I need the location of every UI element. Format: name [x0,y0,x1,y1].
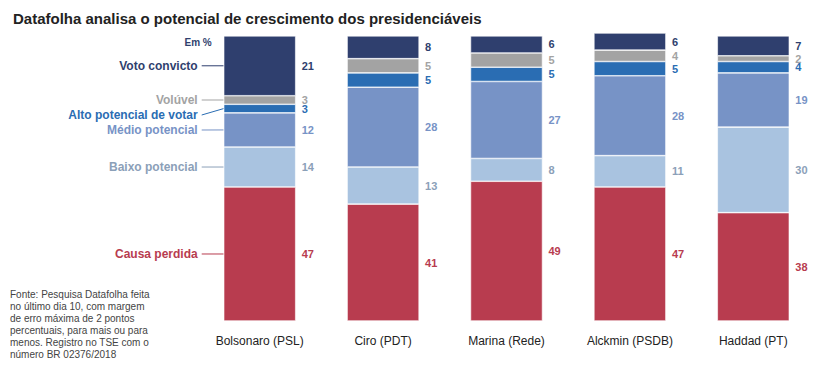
svg-text:Médio potencial: Médio potencial [107,123,198,137]
svg-text:7: 7 [795,40,801,52]
svg-text:no último dia 10, com margem: no último dia 10, com margem [10,301,147,312]
svg-text:Haddad (PT): Haddad (PT) [719,334,788,348]
svg-text:13: 13 [425,180,437,192]
svg-text:Fonte: Pesquisa Datafolha feit: Fonte: Pesquisa Datafolha feita [10,289,152,300]
svg-text:49: 49 [549,245,561,257]
svg-text:percentuais, para mais ou para: percentuais, para mais ou para [10,325,151,336]
svg-text:menos. Registro no TSE com o: menos. Registro no TSE com o [10,337,152,348]
svg-text:41: 41 [425,257,437,269]
svg-text:28: 28 [672,110,684,122]
svg-text:Volúvel: Volúvel [156,93,198,107]
svg-text:38: 38 [795,261,807,273]
svg-text:5: 5 [425,60,431,72]
svg-text:2: 2 [795,53,801,65]
svg-text:8: 8 [425,41,431,53]
svg-text:3: 3 [301,102,308,115]
svg-text:Alckmin (PSDB): Alckmin (PSDB) [587,334,673,348]
svg-text:47: 47 [302,248,314,260]
svg-text:11: 11 [672,165,684,177]
svg-text:28: 28 [425,121,437,133]
svg-text:Voto convicto: Voto convicto [119,59,197,73]
svg-text:6: 6 [672,36,678,48]
svg-text:14: 14 [302,161,315,173]
svg-text:21: 21 [302,60,314,72]
svg-text:Alto potencial de votar: Alto potencial de votar [68,108,198,122]
svg-text:Ciro (PDT): Ciro (PDT) [354,334,411,348]
svg-text:Marina (Rede): Marina (Rede) [468,334,545,348]
svg-text:12: 12 [302,124,314,136]
svg-text:número BR 02376/2018: número BR 02376/2018 [10,349,117,360]
svg-text:4: 4 [795,61,802,74]
svg-text:27: 27 [549,114,561,126]
svg-text:Em %: Em % [184,37,211,48]
svg-text:Baixo potencial: Baixo potencial [109,160,198,174]
svg-text:3: 3 [302,94,308,106]
svg-text:Causa perdida: Causa perdida [115,247,198,261]
svg-text:47: 47 [672,248,684,260]
svg-text:30: 30 [795,164,807,176]
svg-text:5: 5 [549,68,555,80]
svg-text:Datafolha analisa o potencial: Datafolha analisa o potencial de crescim… [13,10,482,27]
svg-text:Bolsonaro (PSL): Bolsonaro (PSL) [216,334,304,348]
svg-text:8: 8 [549,164,555,176]
svg-text:19: 19 [795,94,807,106]
svg-text:de erro máxima de 2 pontos: de erro máxima de 2 pontos [10,313,137,324]
svg-text:4: 4 [672,50,679,62]
svg-text:6: 6 [549,38,555,50]
svg-text:5: 5 [672,63,678,75]
svg-text:5: 5 [425,74,431,86]
svg-text:5: 5 [549,54,555,66]
